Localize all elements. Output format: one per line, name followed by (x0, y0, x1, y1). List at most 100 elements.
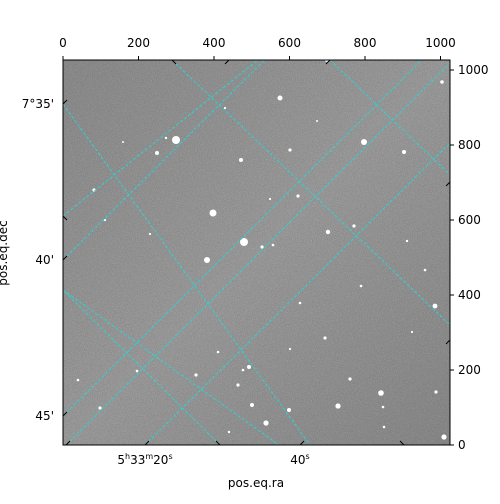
ra-tick (144, 440, 150, 446)
star (240, 238, 248, 246)
top-tick-label: 200 (127, 36, 150, 50)
right-tick-label: 800 (458, 138, 481, 152)
star (98, 406, 102, 410)
dec-tick (62, 215, 68, 221)
sky-vignette (63, 60, 450, 445)
grid-line (65, 62, 450, 445)
ra-tick (215, 440, 221, 446)
star (148, 232, 152, 236)
top-tick-label: 400 (203, 36, 226, 50)
ra-tick (399, 440, 405, 446)
grid-line (63, 289, 280, 445)
axes-frame (62, 59, 451, 446)
star (296, 194, 300, 198)
dec-tick (62, 99, 68, 105)
world-ticks (62, 59, 451, 446)
ra-tick-label-1: 5h33m20s (117, 452, 172, 467)
star (216, 350, 220, 354)
star (378, 390, 384, 396)
top-world-tick (224, 59, 230, 65)
star (277, 95, 283, 101)
top-tick-label: 1000 (425, 36, 456, 50)
star (402, 150, 406, 154)
star (239, 158, 243, 162)
grid-line (329, 60, 450, 176)
ra-tick (65, 440, 71, 446)
star (382, 425, 386, 429)
star (288, 148, 292, 152)
grid-line (171, 60, 450, 326)
ra-tick (299, 440, 305, 446)
right-pixel-axis: 0 200 400 600 800 1000 (450, 63, 489, 452)
star (359, 284, 363, 288)
star (441, 434, 447, 440)
dec-tick (62, 411, 68, 417)
star (268, 197, 272, 201)
star (323, 336, 327, 340)
star (423, 268, 427, 272)
image-area (63, 60, 450, 445)
star (352, 224, 356, 228)
star (348, 377, 352, 381)
top-tick-label: 600 (278, 36, 301, 50)
ra-tick-label-2: 40s (290, 452, 309, 467)
star (204, 257, 210, 263)
right-tick-label: 200 (458, 363, 481, 377)
star (135, 369, 139, 373)
star (410, 330, 414, 334)
top-world-tick (171, 59, 177, 65)
star (361, 139, 367, 145)
right-tick-label: 400 (458, 288, 481, 302)
grid-line (63, 60, 266, 261)
right-world-tick (445, 181, 451, 187)
star (76, 378, 80, 382)
star (335, 403, 341, 409)
star (250, 403, 254, 407)
star (432, 303, 438, 309)
top-tick-label: 800 (354, 36, 377, 50)
dec-tick-label: 45' (35, 409, 54, 423)
grid-line (63, 103, 311, 445)
star (316, 120, 318, 122)
star (247, 365, 251, 369)
x-axis-label: pos.eq.ra (228, 476, 284, 490)
star (440, 80, 444, 84)
right-tick-label: 600 (458, 213, 481, 227)
dec-tick (62, 255, 68, 261)
star (236, 383, 240, 387)
star (241, 368, 245, 372)
star (263, 420, 269, 426)
dec-tick-label: 7°35' (22, 97, 54, 111)
star (381, 405, 385, 409)
star (287, 408, 291, 412)
star-field (76, 60, 447, 440)
top-world-tick (325, 59, 331, 65)
star (122, 141, 124, 143)
star (288, 347, 292, 351)
star (223, 106, 227, 110)
star (164, 136, 168, 140)
star (434, 390, 438, 394)
dec-tick-label: 40' (35, 253, 54, 267)
star (194, 373, 198, 377)
right-tick-label: 1000 (458, 63, 489, 77)
star (325, 229, 331, 235)
grid-line (63, 60, 423, 417)
star (227, 430, 231, 434)
right-tick-label: 0 (458, 438, 466, 452)
star (271, 243, 275, 247)
grid-line (144, 142, 450, 445)
y-axis-label: pos.eq.dec (0, 220, 10, 285)
star (172, 136, 180, 144)
grid-line (63, 60, 259, 217)
star (209, 209, 217, 217)
star (155, 151, 159, 155)
grid-line (63, 289, 221, 445)
top-tick-label: 0 (59, 36, 67, 50)
coordinate-grid (63, 60, 450, 445)
star (298, 301, 302, 305)
top-pixel-axis: 0 200 400 600 800 1000 (59, 36, 456, 60)
right-world-tick (445, 339, 451, 345)
